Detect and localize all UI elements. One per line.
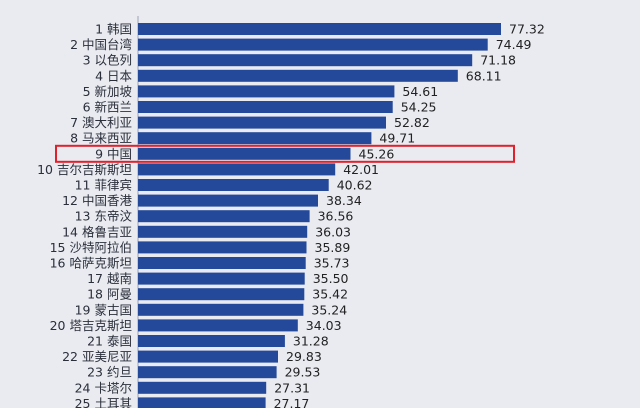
value-label-2: 74.49 (496, 37, 532, 52)
bar-2 (138, 38, 488, 51)
value-label-4: 68.11 (466, 68, 502, 83)
value-label-22: 29.83 (286, 349, 322, 364)
value-label-23: 29.53 (285, 365, 321, 380)
value-label-16: 35.73 (314, 256, 350, 271)
bar-25 (138, 397, 266, 408)
value-label-6: 54.25 (401, 100, 437, 115)
category-label-1: 1 韩国 (95, 22, 132, 37)
bar-24 (138, 381, 267, 394)
bar-23 (138, 366, 277, 379)
bar-7 (138, 116, 386, 129)
value-label-8: 49.71 (379, 131, 415, 146)
category-label-20: 20 塔吉克斯坦 (50, 318, 132, 333)
bar-17 (138, 272, 305, 285)
value-label-12: 38.34 (326, 193, 362, 208)
category-label-9: 9 中国 (95, 146, 132, 161)
category-label-4: 4 日本 (95, 68, 132, 83)
bar-1 (138, 23, 501, 35)
bar-11 (138, 179, 329, 191)
category-label-11: 11 菲律宾 (75, 178, 132, 193)
value-label-21: 31.28 (293, 334, 329, 349)
value-label-11: 40.62 (337, 178, 373, 193)
value-label-10: 42.01 (343, 162, 379, 177)
value-label-9: 45.26 (359, 146, 395, 161)
bar-18 (138, 288, 305, 301)
value-label-13: 36.56 (318, 209, 354, 224)
category-label-18: 18 阿曼 (87, 287, 132, 302)
bar-14 (138, 225, 308, 238)
category-label-21: 21 泰国 (87, 334, 132, 349)
category-label-12: 12 中国香港 (62, 193, 132, 208)
category-label-3: 3 以色列 (83, 53, 132, 68)
bar-9 (138, 147, 351, 160)
bar-22 (138, 350, 278, 363)
value-label-17: 35.50 (313, 271, 349, 286)
value-label-7: 52.82 (394, 115, 430, 130)
bar-12 (138, 194, 318, 207)
bar-19 (138, 303, 304, 316)
bar-4 (138, 69, 458, 82)
category-label-25: 25 土耳其 (75, 396, 132, 408)
value-label-19: 35.24 (311, 302, 347, 317)
value-label-5: 54.61 (402, 84, 438, 99)
category-label-8: 8 马来西亚 (70, 131, 132, 146)
category-label-15: 15 沙特阿拉伯 (50, 240, 132, 255)
bar-16 (138, 257, 306, 269)
category-label-6: 6 新西兰 (83, 100, 132, 115)
category-label-24: 24 卡塔尔 (75, 380, 132, 395)
highlight-box (55, 144, 515, 163)
bar-15 (138, 241, 307, 254)
category-label-2: 2 中国台湾 (70, 37, 132, 52)
value-label-3: 71.18 (480, 53, 516, 68)
value-label-18: 35.42 (312, 287, 348, 302)
value-label-1: 77.32 (509, 22, 545, 37)
bar-3 (138, 54, 473, 67)
category-label-10: 10 吉尔吉斯斯坦 (37, 162, 132, 177)
category-label-16: 16 哈萨克斯坦 (50, 256, 132, 271)
category-label-23: 23 约旦 (87, 365, 132, 380)
category-label-13: 13 东帝汶 (75, 209, 133, 224)
value-label-14: 36.03 (315, 224, 351, 239)
bar-10 (138, 163, 336, 176)
category-label-5: 5 新加坡 (83, 84, 133, 99)
bar-5 (138, 85, 395, 98)
category-label-22: 22 亚美尼亚 (62, 349, 132, 364)
bar-20 (138, 319, 298, 332)
value-label-15: 35.89 (315, 240, 351, 255)
category-label-14: 14 格鲁吉亚 (62, 224, 132, 239)
bar-21 (138, 335, 285, 347)
category-label-7: 7 澳大利亚 (70, 115, 132, 130)
bar-8 (138, 132, 372, 145)
category-label-17: 17 越南 (87, 271, 132, 286)
bar-13 (138, 210, 310, 223)
category-label-19: 19 蒙古国 (75, 302, 132, 317)
bar-group (138, 23, 501, 408)
value-label-24: 27.31 (274, 380, 310, 395)
value-label-20: 34.03 (306, 318, 342, 333)
value-label-25: 27.17 (274, 396, 310, 408)
bar-6 (138, 101, 393, 113)
